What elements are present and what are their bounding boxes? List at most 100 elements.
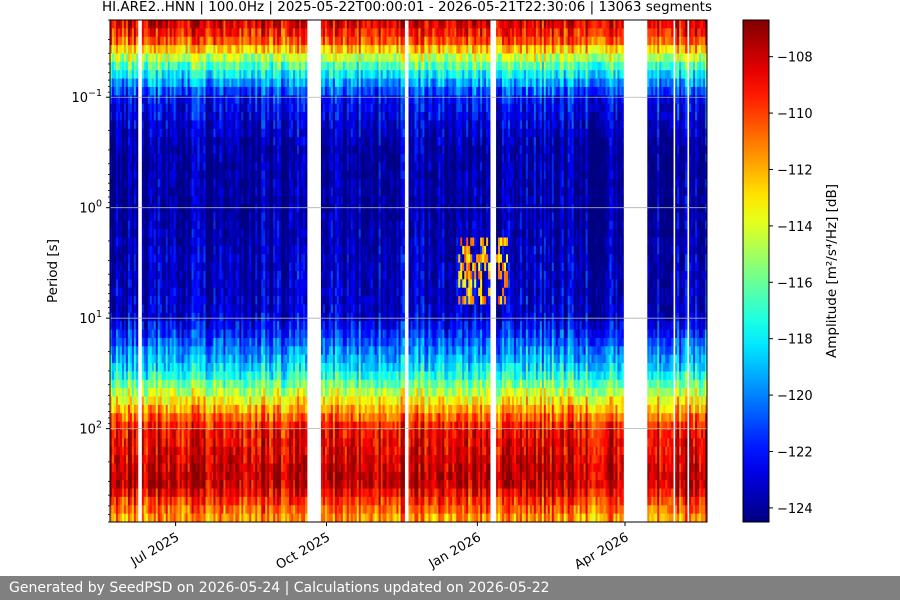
heatmap-cell <box>153 120 157 130</box>
heatmap-cell <box>110 371 113 381</box>
heatmap-cell <box>121 153 125 163</box>
heatmap-cell <box>125 496 129 506</box>
heatmap-cell <box>145 153 149 163</box>
heatmap-cell <box>127 329 131 339</box>
heatmap-cell <box>147 153 151 163</box>
heatmap-cell <box>145 86 149 96</box>
heatmap-cell <box>113 388 117 397</box>
heatmap-cell <box>121 337 125 347</box>
heatmap-cell <box>113 95 117 105</box>
heatmap-cell <box>110 505 113 515</box>
heatmap-cell <box>143 245 147 255</box>
heatmap-cell <box>111 438 115 448</box>
heatmap-cell <box>111 187 115 197</box>
heatmap-cell <box>133 287 137 297</box>
heatmap-cell <box>141 112 145 121</box>
heatmap-cell <box>147 287 151 297</box>
heatmap-cell <box>133 61 137 71</box>
heatmap-cell <box>135 463 139 473</box>
heatmap-cell <box>143 229 147 238</box>
heatmap-cell <box>127 396 131 406</box>
heatmap-cell <box>121 254 125 264</box>
heatmap-cell <box>135 187 139 197</box>
heatmap-cell <box>113 162 117 171</box>
heatmap-cell <box>115 36 119 46</box>
heatmap-cell <box>131 480 135 489</box>
heatmap-cell <box>147 379 151 389</box>
heatmap-cell <box>135 287 139 297</box>
heatmap-cell <box>110 471 113 481</box>
heatmap-cell <box>151 513 155 523</box>
heatmap-cell <box>110 404 113 414</box>
heatmap-cell <box>113 153 117 163</box>
heatmap-cell <box>131 61 135 71</box>
heatmap-cell <box>110 36 113 46</box>
heatmap-cell <box>145 95 149 105</box>
heatmap-cell <box>123 45 127 54</box>
heatmap-cell <box>151 354 155 364</box>
heatmap-cell <box>119 61 123 71</box>
heatmap-cell <box>145 53 149 63</box>
heatmap-cell <box>117 187 121 197</box>
heatmap-cell <box>149 471 153 481</box>
heatmap-cell <box>121 396 125 406</box>
heatmap-cell <box>123 178 127 188</box>
heatmap-cell <box>147 337 151 347</box>
heatmap-cell <box>125 279 129 289</box>
heatmap-cell <box>131 304 135 314</box>
heatmap-cell <box>119 505 123 515</box>
heatmap-cell <box>117 354 121 364</box>
heatmap-cell <box>111 95 115 105</box>
heatmap-cell <box>121 170 125 180</box>
heatmap-cell <box>110 421 113 431</box>
heatmap-cell <box>133 404 137 414</box>
heatmap-cell <box>110 28 113 38</box>
heatmap-cell <box>149 429 153 439</box>
heatmap-cell <box>151 254 155 264</box>
heatmap-cell <box>147 354 151 364</box>
heatmap-cell <box>145 287 149 297</box>
heatmap-cell <box>141 137 145 146</box>
heatmap-cell <box>143 36 147 46</box>
heatmap-cell <box>131 421 135 431</box>
heatmap-cell <box>110 455 113 464</box>
heatmap-cell <box>145 296 149 305</box>
heatmap-cell <box>111 254 115 264</box>
heatmap-cell <box>119 237 123 247</box>
heatmap-cell <box>125 53 129 63</box>
heatmap-cell <box>123 279 127 289</box>
heatmap-cell <box>110 120 113 130</box>
heatmap-cell <box>147 388 151 397</box>
heatmap-cell <box>111 162 115 171</box>
heatmap-cell <box>149 421 153 431</box>
heatmap-cell <box>110 220 113 230</box>
heatmap-cell <box>129 296 133 305</box>
heatmap-cell <box>143 329 147 339</box>
heatmap-cell <box>121 505 125 515</box>
heatmap-cell <box>111 321 115 330</box>
heatmap-cell <box>117 304 121 314</box>
heatmap-cell <box>141 446 145 456</box>
heatmap-cell <box>145 396 149 406</box>
heatmap-cell <box>141 279 145 289</box>
heatmap-cell <box>110 137 113 146</box>
heatmap-cell <box>113 455 117 464</box>
heatmap-cell <box>113 329 117 339</box>
heatmap-cell <box>143 463 147 473</box>
heatmap-cell <box>119 195 123 205</box>
heatmap-cell <box>147 346 151 356</box>
heatmap-cell <box>131 53 135 63</box>
heatmap-cell <box>127 170 131 180</box>
heatmap-cell <box>129 86 133 96</box>
heatmap-cell <box>121 371 125 381</box>
heatmap-cell <box>127 112 131 121</box>
heatmap-cell <box>141 61 145 71</box>
heatmap-cell <box>123 128 127 138</box>
heatmap-cell <box>121 120 125 130</box>
heatmap-cell <box>111 36 115 46</box>
heatmap-cell <box>127 20 131 29</box>
heatmap-cell <box>115 296 119 305</box>
heatmap-cell <box>121 78 125 88</box>
heatmap-cell <box>115 187 119 197</box>
heatmap-cell <box>147 61 151 71</box>
